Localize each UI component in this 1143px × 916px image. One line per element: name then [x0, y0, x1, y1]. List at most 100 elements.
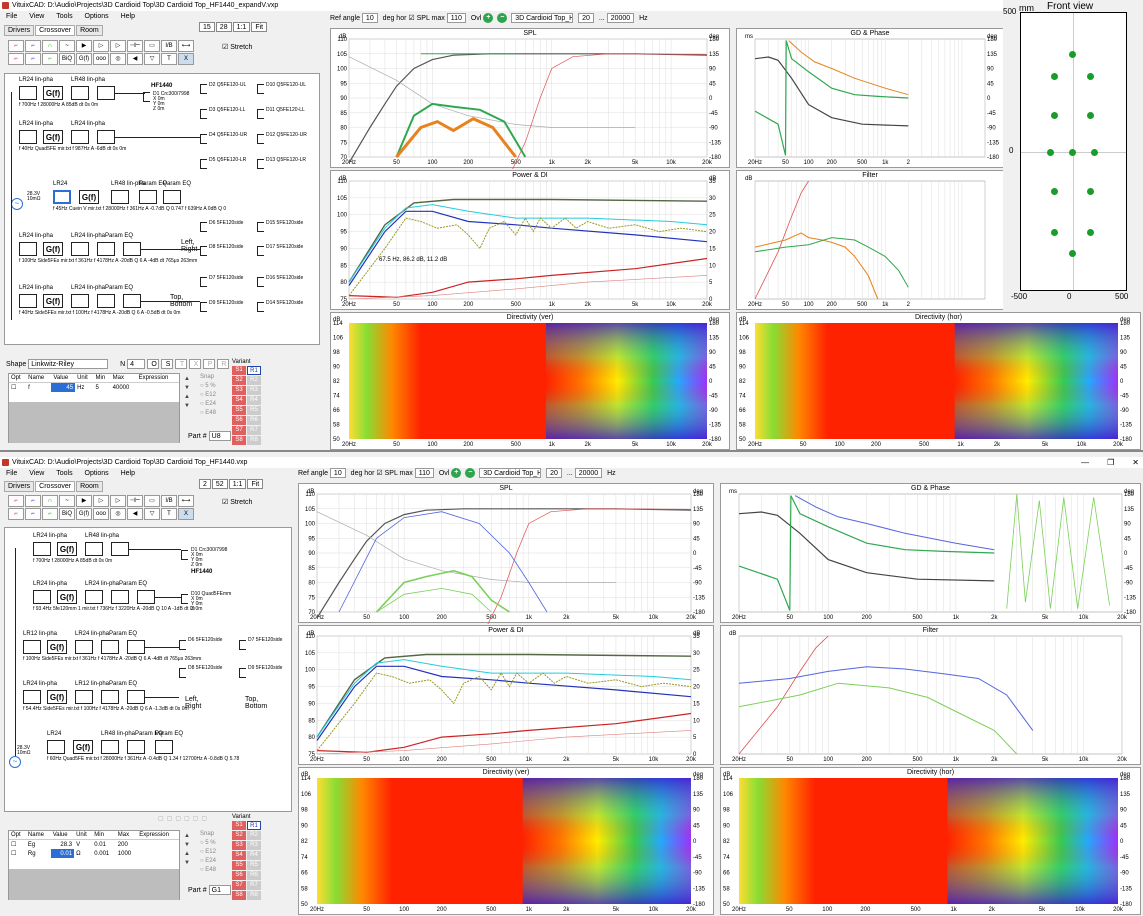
capacitor-icon[interactable]: ⊣⊢	[127, 40, 143, 52]
o-button[interactable]: O	[147, 359, 160, 369]
n-select[interactable]: 4	[127, 359, 146, 369]
play-icon[interactable]: ▶	[76, 40, 92, 52]
param-value[interactable]: 0.01	[50, 849, 75, 858]
table-row[interactable]: ☐ Rg 0.01 Ω 0.001 1000	[9, 849, 179, 858]
spl-max-checkbox[interactable]: ☑	[376, 470, 383, 477]
coil-icon[interactable]: ooo	[93, 53, 109, 65]
driver-dot[interactable]	[1051, 112, 1058, 119]
ground-icon[interactable]: ▽	[144, 508, 160, 520]
menu-file[interactable]: File	[6, 470, 18, 477]
zoom-1-1-button[interactable]: 1:1	[232, 22, 251, 32]
driver-dot[interactable]	[1091, 149, 1098, 156]
menu-view[interactable]: View	[29, 13, 45, 20]
driver-dot[interactable]	[1069, 51, 1076, 58]
r-button[interactable]: R	[216, 359, 229, 369]
param-min[interactable]: 5	[95, 384, 99, 391]
speaker-icon[interactable]	[179, 640, 186, 650]
gd-plot[interactable]: 20Hz 50 100 200 500 1k 2 180 135 90 45 0 -45 -90 -135 -…	[737, 29, 1005, 169]
allpass-icon[interactable]: ~	[59, 40, 75, 52]
stretch-checkbox[interactable]: ☑ Stretch	[222, 499, 253, 506]
speaker-icon[interactable]: ◀	[127, 508, 143, 520]
directivity-plot[interactable]: 20Hz 50 100 200 500 1k 2k 5k 10k 20k1141069890827…	[299, 768, 715, 916]
power-di-chart[interactable]: Power & DI 20Hz 50 100 200 500 1k 2k 5k 10k 20k 11…	[298, 625, 714, 765]
filter-block[interactable]	[71, 242, 89, 256]
freq-max-input[interactable]: 20000	[574, 468, 603, 479]
variant-r-button[interactable]: R2	[247, 376, 261, 385]
param-value[interactable]: 45	[51, 382, 76, 392]
variant-s-button[interactable]: S5	[232, 861, 246, 870]
opt-checkbox[interactable]: ☐	[11, 385, 17, 391]
amp-block[interactable]	[97, 130, 115, 144]
filter-block[interactable]	[71, 294, 89, 308]
minimize-icon[interactable]: —	[1081, 458, 1090, 467]
shelf-icon[interactable]: ⌐	[42, 53, 58, 65]
variant-s-button[interactable]: S3	[232, 841, 246, 850]
amp-block[interactable]	[123, 294, 141, 308]
directivity-hor-chart[interactable]: Directivity (hor) 20Hz 50 100 200 500 1k 2k 5k 1…	[720, 767, 1141, 915]
speaker-icon[interactable]	[257, 134, 264, 144]
directivity-plot[interactable]: 20Hz 50 100 200 500 1k 2k 5k 10k 20k1141069890827…	[331, 313, 731, 451]
amp-block[interactable]	[97, 86, 115, 100]
transformer-icon[interactable]: ◎	[110, 508, 126, 520]
zoom-button-1[interactable]: 2	[199, 479, 211, 489]
eq-block[interactable]	[155, 740, 173, 754]
table-row[interactable]: ☐ Eg 28.3 V 0.01 200	[9, 840, 179, 850]
eq-block[interactable]	[111, 590, 129, 604]
filter-block[interactable]	[23, 640, 41, 654]
eq-block[interactable]	[101, 690, 119, 704]
transformer-icon[interactable]: ◎	[110, 53, 126, 65]
remove-overlay-icon[interactable]: −	[497, 13, 508, 24]
part-input[interactable]: G1	[208, 885, 231, 895]
speaker-icon[interactable]	[200, 222, 207, 232]
directivity-hor-chart[interactable]: Directivity (hor) 20Hz 50 100 200 500 1k 2k 5k 1…	[736, 312, 1141, 450]
tab-crossover[interactable]: Crossover	[35, 481, 76, 492]
filter-block[interactable]	[111, 190, 129, 204]
gf-block[interactable]: G(f)	[43, 130, 63, 144]
eq-block[interactable]	[139, 190, 157, 204]
tab-drivers[interactable]: Drivers	[4, 481, 35, 492]
tab-room[interactable]: Room	[76, 25, 103, 36]
directivity-ver-chart[interactable]: Directivity (ver) 20Hz 50 100 200 500 1k 2k 5k 1…	[298, 767, 714, 915]
speaker-icon[interactable]	[200, 277, 207, 287]
generator-icon[interactable]: ~	[11, 198, 23, 210]
add-overlay-icon[interactable]: +	[451, 468, 462, 479]
gf-block[interactable]: G(f)	[57, 590, 77, 604]
x-button[interactable]: X	[188, 359, 201, 369]
param-max[interactable]: 1000	[117, 850, 132, 857]
variant-r-button[interactable]: R8	[247, 436, 261, 445]
spl-max-input[interactable]: 110	[414, 468, 434, 479]
param-expr[interactable]	[137, 849, 179, 858]
speaker-icon[interactable]	[181, 594, 188, 604]
snap-option[interactable]: ○ E48	[200, 867, 216, 873]
opt-checkbox[interactable]: ☐	[11, 851, 17, 857]
table-scroll[interactable]: ▲ ▼ ▲ ▼	[184, 833, 190, 866]
gf-block[interactable]: G(f)	[43, 294, 63, 308]
filter-block[interactable]	[19, 130, 37, 144]
spl-plot[interactable]: 20Hz 50 100 200 500 1k 2k 5k 10k 20k 110 105 100 95 90…	[299, 484, 715, 624]
driver-dot[interactable]	[1069, 149, 1076, 156]
project-select[interactable]: 3D Cardioid Top_HF144	[479, 468, 542, 479]
speaker-icon[interactable]	[181, 550, 188, 560]
variant-s-button[interactable]: S8	[232, 891, 246, 900]
biquad-icon[interactable]: BiQ	[59, 53, 75, 65]
driver-dot[interactable]	[1051, 73, 1058, 80]
eq-block[interactable]	[97, 242, 115, 256]
remove-overlay-icon[interactable]: −	[465, 468, 476, 479]
opt-checkbox[interactable]: ☐	[11, 842, 17, 848]
variant-s-button[interactable]: S7	[232, 426, 246, 435]
menu-tools[interactable]: Tools	[56, 13, 73, 20]
text-icon[interactable]: T	[161, 508, 177, 520]
speaker-icon[interactable]	[200, 109, 207, 119]
freq-max-input[interactable]: 20000	[606, 13, 635, 24]
variant-s-button[interactable]: S4	[232, 851, 246, 860]
speaker-icon[interactable]	[257, 222, 264, 232]
filter-block[interactable]	[33, 542, 51, 556]
gf-block[interactable]: G(f)	[47, 690, 67, 704]
param-min[interactable]: 0.001	[94, 850, 110, 857]
biquad-icon[interactable]: BiQ	[59, 508, 75, 520]
highpass-icon[interactable]: ⌐	[25, 495, 41, 507]
speaker-icon[interactable]	[179, 668, 186, 678]
part-input[interactable]: U8	[208, 431, 231, 441]
gf-block[interactable]: G(f)	[43, 242, 63, 256]
variant-r-button[interactable]: R5	[247, 406, 261, 415]
